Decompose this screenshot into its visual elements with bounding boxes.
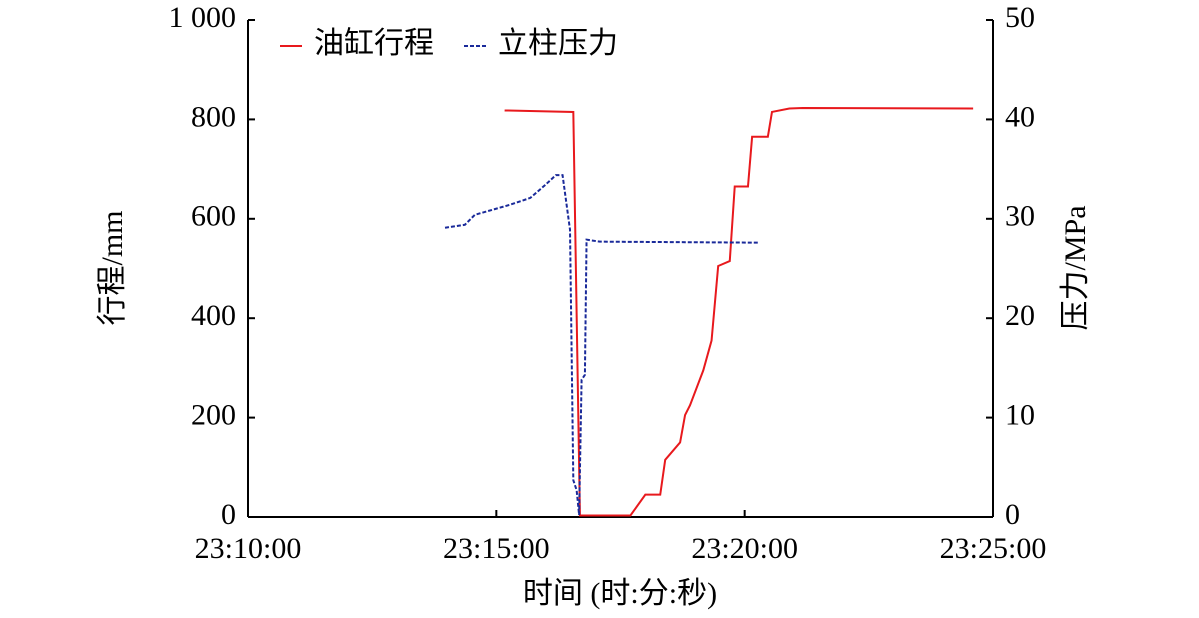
y-tick-label: 400 — [191, 299, 236, 332]
y2-tick-label: 50 — [1005, 1, 1035, 34]
x-tick-label: 23:10:00 — [195, 532, 302, 565]
y2-tick-label: 40 — [1005, 100, 1035, 133]
line-series — [444, 174, 760, 516]
legend-label: 立柱压力 — [498, 27, 618, 60]
x-tick-label: 23:15:00 — [443, 532, 550, 565]
y-tick-label: 800 — [191, 100, 236, 133]
y2-tick-label: 20 — [1005, 299, 1035, 332]
line-series — [504, 106, 974, 517]
y-tick-label: 600 — [191, 200, 236, 233]
legend-label: 油缸行程 — [314, 27, 434, 60]
x-tick-label: 23:20:00 — [691, 532, 798, 565]
y-axis-label: 行程/mm — [96, 210, 129, 325]
y2-tick-label: 30 — [1005, 200, 1035, 233]
y-tick-label: 0 — [221, 498, 236, 531]
x-axis-label: 时间 (时:分:秒) — [523, 577, 717, 610]
y2-tick-label: 10 — [1005, 398, 1035, 431]
x-tick-label: 23:25:00 — [940, 532, 1047, 565]
y-tick-label: 1 000 — [169, 1, 237, 34]
y2-axis-label: 压力/MPa — [1059, 205, 1092, 330]
y-tick-label: 200 — [191, 398, 236, 431]
y2-tick-label: 0 — [1005, 498, 1020, 531]
